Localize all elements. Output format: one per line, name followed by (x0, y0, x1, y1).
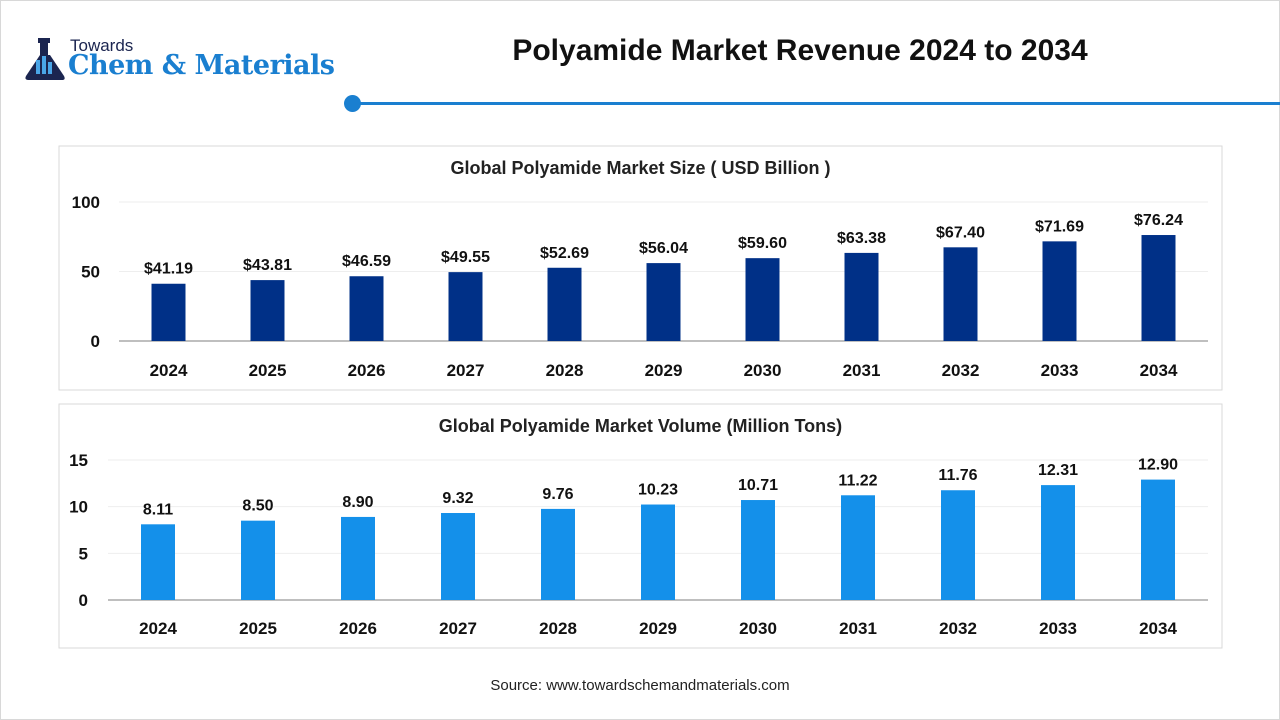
bar (547, 267, 582, 341)
data-label: 8.90 (342, 494, 373, 511)
data-label: 8.50 (242, 498, 273, 515)
bar (448, 272, 483, 341)
data-label: $56.04 (639, 240, 688, 257)
x-tick-label: 2031 (843, 361, 881, 380)
y-tick-label: 100 (72, 193, 100, 212)
bar (741, 500, 775, 600)
x-tick-label: 2026 (348, 361, 386, 380)
page-title: Polyamide Market Revenue 2024 to 2034 (512, 34, 1088, 67)
bar (1141, 479, 1175, 600)
flask-icon (25, 38, 65, 80)
x-tick-label: 2025 (239, 619, 277, 638)
data-label: 9.76 (542, 486, 573, 503)
data-label: $49.55 (441, 249, 490, 266)
logo-towards: Towards (70, 36, 134, 55)
data-label: 12.31 (1038, 462, 1078, 479)
data-label: $52.69 (540, 245, 589, 262)
y-tick-label: 50 (81, 263, 100, 282)
data-label: $43.81 (243, 257, 292, 274)
y-tick-label: 15 (69, 451, 88, 470)
logo-brand: Chem & Materials (68, 50, 335, 81)
y-tick-label: 10 (69, 498, 88, 517)
x-tick-label: 2034 (1140, 361, 1178, 380)
bar (745, 258, 780, 341)
data-label: $46.59 (342, 253, 391, 270)
data-label: 11.22 (838, 472, 877, 489)
x-tick-label: 2028 (546, 361, 584, 380)
x-tick-label: 2032 (942, 361, 980, 380)
bar (646, 263, 681, 341)
bar (941, 490, 975, 600)
x-tick-label: 2032 (939, 619, 977, 638)
bar (844, 252, 879, 341)
bar (151, 283, 186, 341)
x-tick-label: 2030 (739, 619, 777, 638)
chart-title: Global Polyamide Market Volume (Million … (439, 416, 842, 436)
x-tick-label: 2025 (249, 361, 287, 380)
x-tick-label: 2033 (1039, 619, 1077, 638)
x-tick-label: 2026 (339, 619, 377, 638)
y-tick-label: 0 (79, 591, 88, 610)
bar (1141, 235, 1176, 341)
x-tick-label: 2027 (447, 361, 485, 380)
bar (441, 513, 475, 600)
x-tick-label: 2029 (645, 361, 683, 380)
bar (250, 280, 285, 341)
x-tick-label: 2027 (439, 619, 477, 638)
data-label: 10.71 (738, 477, 778, 494)
data-label: 11.76 (938, 467, 977, 484)
data-label: 9.32 (442, 490, 473, 507)
bar (541, 508, 575, 600)
bar (341, 516, 375, 600)
x-tick-label: 2029 (639, 619, 677, 638)
chart-title: Global Polyamide Market Size ( USD Billi… (450, 158, 830, 178)
y-tick-label: 5 (79, 544, 88, 563)
x-tick-label: 2028 (539, 619, 577, 638)
data-label: $59.60 (738, 235, 787, 252)
bar (241, 520, 275, 600)
bar (349, 276, 384, 341)
y-tick-label: 0 (91, 332, 100, 351)
x-tick-label: 2034 (1139, 619, 1177, 638)
accent-dot (344, 95, 361, 112)
bar (641, 504, 675, 600)
bar (1042, 241, 1077, 341)
data-label: 10.23 (638, 482, 678, 499)
bar (943, 247, 978, 341)
x-tick-label: 2024 (150, 361, 188, 380)
bar (1041, 485, 1075, 600)
data-label: 8.11 (143, 501, 173, 518)
data-label: $67.40 (936, 224, 985, 241)
x-tick-label: 2024 (139, 619, 177, 638)
data-label: $63.38 (837, 230, 886, 247)
accent-line (360, 102, 1280, 105)
x-tick-label: 2030 (744, 361, 782, 380)
data-label: $71.69 (1035, 218, 1084, 235)
chart-panel (58, 145, 1223, 391)
bar (841, 495, 875, 600)
x-tick-label: 2033 (1041, 361, 1079, 380)
x-tick-label: 2031 (839, 619, 877, 638)
data-label: $41.19 (144, 261, 193, 278)
bar (141, 524, 175, 600)
data-label: 12.90 (1138, 457, 1178, 474)
source-text: Source: www.towardschemandmaterials.com (490, 677, 790, 694)
data-label: $76.24 (1134, 212, 1183, 229)
